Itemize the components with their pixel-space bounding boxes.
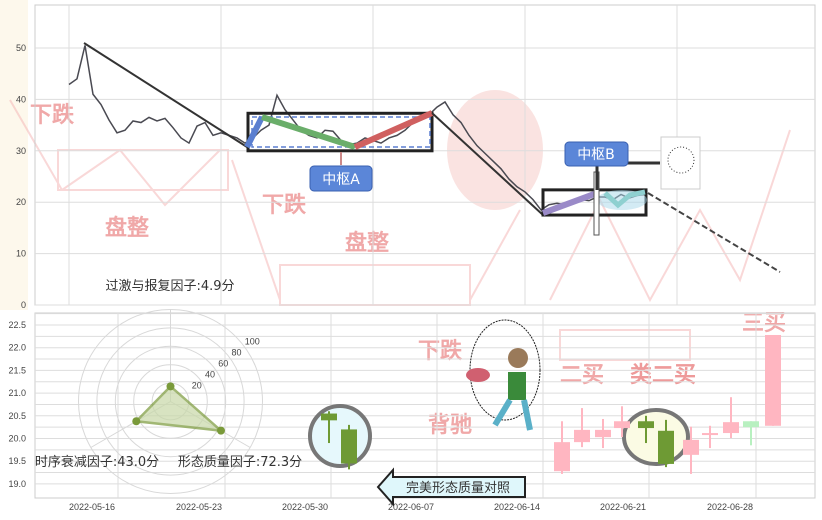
radar-ring-label: 40 — [205, 369, 215, 379]
candle — [723, 422, 739, 434]
y-tick-label: 19.0 — [8, 479, 26, 489]
watermark-text: 下跌 — [30, 103, 75, 128]
dog-head-icon — [508, 348, 528, 368]
segment-cyan — [603, 189, 646, 209]
radar-axis-label: 形态质量因子:72.3分 — [178, 455, 302, 470]
radar-ring-label: 100 — [245, 336, 260, 346]
watermark-text: 盘整 — [105, 215, 149, 241]
candle — [614, 421, 630, 429]
trend-line-down-1 — [83, 42, 248, 148]
reference-highlight-circle — [308, 404, 372, 468]
zhongshu-b-tag — [564, 141, 629, 167]
x-tick-label: 2022-06-21 — [600, 502, 646, 512]
y-tick-label: 30 — [16, 146, 26, 156]
jump-rope-icon — [469, 319, 541, 421]
x-tick-label: 2022-06-28 — [707, 502, 753, 512]
reference-candle — [321, 413, 337, 421]
radar-ring-label: 20 — [192, 380, 202, 390]
candle — [554, 442, 570, 472]
segment-green — [261, 114, 356, 150]
watermark-text: 背驰 — [428, 413, 472, 438]
fish-icon — [466, 368, 490, 382]
candle — [743, 421, 759, 428]
candle — [574, 429, 590, 443]
compare-button[interactable] — [376, 467, 526, 507]
watermark-text: 下跌 — [262, 193, 307, 218]
radar-point — [216, 426, 225, 435]
radar-point — [166, 382, 175, 391]
radar-axis-label: 过激与报复因子:4.9分 — [105, 279, 234, 294]
reference-candle — [341, 429, 357, 464]
y-tick-label: 22.0 — [8, 343, 26, 353]
watermark-text: 三买 — [742, 311, 786, 336]
y-tick-label: 19.5 — [8, 456, 26, 466]
watermark-layer: 下跌 盘整 下跌 盘整 下跌 二买 类二买 三买 背驰 — [9, 90, 791, 438]
dog-legs-icon — [492, 398, 533, 431]
y-tick-label: 21.5 — [8, 365, 26, 375]
projection-line — [647, 192, 781, 273]
x-tick-label: 2022-06-07 — [388, 502, 434, 512]
y-tick-label: 10 — [16, 249, 26, 259]
segment-purple — [541, 190, 599, 216]
left-band — [0, 0, 28, 310]
segment-blue — [244, 115, 265, 149]
watermark-text: 二买 — [560, 363, 604, 388]
x-tick-label: 2022-05-23 — [176, 502, 222, 512]
y-tick-label: 21.0 — [8, 388, 26, 398]
candle — [683, 439, 699, 455]
x-tick-label: 2022-06-14 — [494, 502, 540, 512]
trend-line-down-2 — [431, 112, 544, 216]
radar-point — [132, 417, 141, 426]
segment-red — [353, 110, 434, 150]
dog-body-icon — [508, 372, 526, 400]
watermark-text: 盘整 — [345, 230, 389, 256]
zhongshu-b-label: 中枢B — [577, 147, 615, 163]
watermark-text: 下跌 — [418, 339, 463, 364]
y-tick-label: 22.5 — [8, 320, 26, 330]
y-tick-label: 0 — [21, 300, 26, 310]
radar-axis-label: 时序衰减因子:43.0分 — [35, 454, 159, 470]
candle — [765, 334, 781, 426]
y-tick-label: 20 — [16, 197, 26, 207]
compare-button-label[interactable]: 完美形态质量对照 — [406, 481, 510, 496]
zhongshu-a-tag — [309, 165, 373, 192]
jump-rope-icon — [667, 146, 695, 174]
radar-area — [133, 384, 225, 433]
radar-ring-label: 60 — [218, 358, 228, 368]
watermark-text: 类二买 — [630, 363, 696, 388]
zhongshu-b-connector — [595, 161, 660, 190]
zhongshu-a-label: 中枢A — [322, 172, 360, 188]
x-tick-label: 2022-05-30 — [282, 502, 328, 512]
mascot-watermark — [447, 90, 543, 210]
match-highlight-circle — [622, 408, 690, 466]
y-tick-label: 40 — [16, 94, 26, 104]
y-tick-label: 20.0 — [8, 434, 26, 444]
y-tick-label: 20.5 — [8, 411, 26, 421]
y-tick-label: 50 — [16, 43, 26, 53]
candle — [658, 430, 674, 464]
candle — [595, 429, 611, 438]
mascot-thumbnail — [660, 136, 701, 190]
candle — [702, 433, 718, 436]
radar-ring-label: 80 — [231, 347, 241, 357]
zhongshu-a-box — [246, 111, 434, 153]
candle — [638, 421, 654, 429]
x-tick-label: 2022-05-16 — [69, 502, 115, 512]
